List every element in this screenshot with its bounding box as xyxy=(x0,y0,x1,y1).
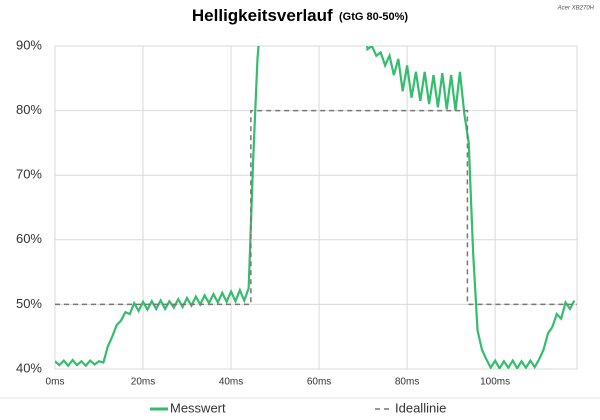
y-tick-label: 40% xyxy=(16,360,42,375)
chart-subtitle: (GtG 80-50%) xyxy=(339,11,408,23)
x-tick-label: 80ms xyxy=(395,377,419,388)
series-line xyxy=(366,46,576,369)
chart-title: Helligkeitsverlauf xyxy=(192,6,333,25)
chart-title-group: Helligkeitsverlauf (GtG 80-50%) xyxy=(192,6,409,25)
grid: 40% 50% 60% 70% 80% 90% 0ms 20ms 40ms 60ms 80ms 100… xyxy=(16,37,578,388)
x-tick-label: 0ms xyxy=(46,377,65,388)
annotation: Acer XB270H xyxy=(557,6,595,12)
y-tick-label: 60% xyxy=(16,231,42,246)
legend: Messwert Ideallinie xyxy=(150,400,446,415)
y-tick-label: 80% xyxy=(16,102,42,117)
y-tick-label: 90% xyxy=(16,37,42,52)
y-tick-label: 70% xyxy=(16,167,42,182)
x-tick-label: 100ms xyxy=(480,377,510,388)
legend-label: Ideallinie xyxy=(395,400,446,415)
x-tick-label: 40ms xyxy=(219,377,243,388)
x-tick-label: 60ms xyxy=(307,377,331,388)
x-tick-label: 20ms xyxy=(131,377,155,388)
plot xyxy=(55,46,577,369)
legend-label: Messwert xyxy=(170,400,226,415)
series-line xyxy=(55,109,577,306)
y-tick-label: 50% xyxy=(16,296,42,311)
